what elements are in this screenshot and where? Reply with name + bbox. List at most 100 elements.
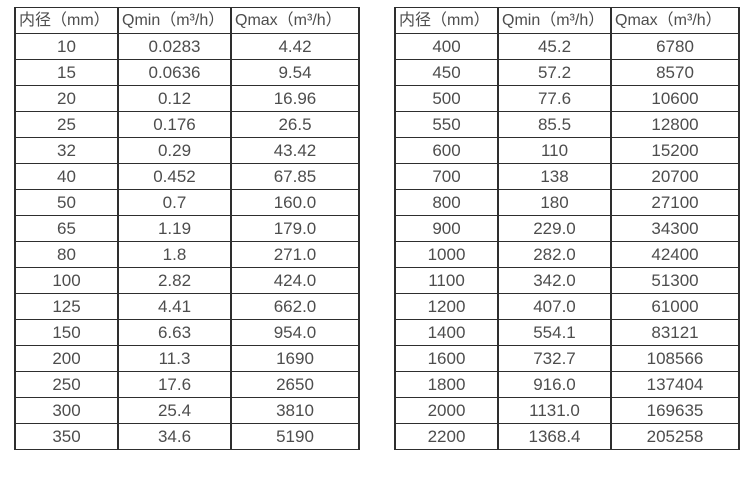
table-row: 700 138 20700 bbox=[394, 163, 740, 190]
table-row: 1600 732.7 108566 bbox=[394, 345, 740, 372]
table-row: 150 6.63 954.0 bbox=[14, 319, 360, 346]
cell-qmax: 20700 bbox=[610, 163, 740, 190]
table-row: 500 77.6 10600 bbox=[394, 85, 740, 112]
cell-qmax: 27100 bbox=[610, 189, 740, 216]
cell-qmin: 1131.0 bbox=[497, 397, 612, 424]
table-row: 800 180 27100 bbox=[394, 189, 740, 216]
cell-qmin: 57.2 bbox=[497, 59, 612, 86]
table-row: 32 0.29 43.42 bbox=[14, 137, 360, 164]
cell-qmin: 25.4 bbox=[117, 397, 232, 424]
table-row: 25 0.176 26.5 bbox=[14, 111, 360, 138]
table-row: 100 2.82 424.0 bbox=[14, 267, 360, 294]
cell-diameter: 15 bbox=[14, 59, 119, 86]
cell-diameter: 32 bbox=[14, 137, 119, 164]
cell-qmin: 6.63 bbox=[117, 319, 232, 346]
cell-diameter: 350 bbox=[14, 423, 119, 450]
cell-qmax: 51300 bbox=[610, 267, 740, 294]
cell-qmax: 1690 bbox=[230, 345, 360, 372]
header-row: 内径（mm） Qmin（m³/h） Qmax（m³/h） bbox=[14, 7, 360, 34]
cell-diameter: 1000 bbox=[394, 241, 499, 268]
table-row: 15 0.0636 9.54 bbox=[14, 59, 360, 86]
cell-qmax: 160.0 bbox=[230, 189, 360, 216]
cell-diameter: 125 bbox=[14, 293, 119, 320]
table-row: 1100 342.0 51300 bbox=[394, 267, 740, 294]
table-row: 2000 1131.0 169635 bbox=[394, 397, 740, 424]
cell-diameter: 1200 bbox=[394, 293, 499, 320]
header-row: 内径（mm） Qmin（m³/h） Qmax（m³/h） bbox=[394, 7, 740, 34]
table-row: 200 11.3 1690 bbox=[14, 345, 360, 372]
cell-diameter: 100 bbox=[14, 267, 119, 294]
cell-diameter: 1400 bbox=[394, 319, 499, 346]
cell-qmax: 169635 bbox=[610, 397, 740, 424]
cell-diameter: 500 bbox=[394, 85, 499, 112]
cell-diameter: 600 bbox=[394, 137, 499, 164]
cell-diameter: 550 bbox=[394, 111, 499, 138]
cell-qmin: 0.452 bbox=[117, 163, 232, 190]
cell-qmin: 732.7 bbox=[497, 345, 612, 372]
cell-diameter: 25 bbox=[14, 111, 119, 138]
cell-qmin: 0.29 bbox=[117, 137, 232, 164]
cell-qmax: 16.96 bbox=[230, 85, 360, 112]
table-row: 900 229.0 34300 bbox=[394, 215, 740, 242]
cell-qmax: 2650 bbox=[230, 371, 360, 398]
cell-diameter: 800 bbox=[394, 189, 499, 216]
cell-qmax: 954.0 bbox=[230, 319, 360, 346]
table-row: 40 0.452 67.85 bbox=[14, 163, 360, 190]
cell-diameter: 2200 bbox=[394, 423, 499, 450]
cell-diameter: 80 bbox=[14, 241, 119, 268]
cell-qmin: 0.12 bbox=[117, 85, 232, 112]
header-cell-diameter: 内径（mm） bbox=[394, 7, 499, 34]
cell-qmin: 0.0636 bbox=[117, 59, 232, 86]
table-row: 20 0.12 16.96 bbox=[14, 85, 360, 112]
cell-qmin: 2.82 bbox=[117, 267, 232, 294]
cell-qmin: 1.19 bbox=[117, 215, 232, 242]
cell-qmax: 26.5 bbox=[230, 111, 360, 138]
table-row: 350 34.6 5190 bbox=[14, 423, 360, 450]
header-cell-diameter: 内径（mm） bbox=[14, 7, 119, 34]
cell-qmax: 179.0 bbox=[230, 215, 360, 242]
cell-qmin: 407.0 bbox=[497, 293, 612, 320]
cell-qmax: 8570 bbox=[610, 59, 740, 86]
cell-qmin: 1368.4 bbox=[497, 423, 612, 450]
header-cell-qmax: Qmax（m³/h） bbox=[610, 7, 740, 34]
cell-qmax: 3810 bbox=[230, 397, 360, 424]
table-row: 80 1.8 271.0 bbox=[14, 241, 360, 268]
cell-diameter: 1100 bbox=[394, 267, 499, 294]
cell-qmin: 342.0 bbox=[497, 267, 612, 294]
cell-diameter: 20 bbox=[14, 85, 119, 112]
cell-qmin: 0.0283 bbox=[117, 33, 232, 60]
cell-qmax: 10600 bbox=[610, 85, 740, 112]
table-row: 250 17.6 2650 bbox=[14, 371, 360, 398]
cell-qmin: 554.1 bbox=[497, 319, 612, 346]
table-row: 450 57.2 8570 bbox=[394, 59, 740, 86]
cell-qmax: 137404 bbox=[610, 371, 740, 398]
cell-qmax: 15200 bbox=[610, 137, 740, 164]
table-row: 1200 407.0 61000 bbox=[394, 293, 740, 320]
cell-diameter: 300 bbox=[14, 397, 119, 424]
cell-qmax: 271.0 bbox=[230, 241, 360, 268]
header-cell-qmax: Qmax（m³/h） bbox=[230, 7, 360, 34]
table-row: 550 85.5 12800 bbox=[394, 111, 740, 138]
cell-diameter: 1600 bbox=[394, 345, 499, 372]
table-row: 2200 1368.4 205258 bbox=[394, 423, 740, 450]
cell-qmax: 42400 bbox=[610, 241, 740, 268]
cell-qmax: 83121 bbox=[610, 319, 740, 346]
cell-diameter: 700 bbox=[394, 163, 499, 190]
cell-diameter: 10 bbox=[14, 33, 119, 60]
cell-qmax: 12800 bbox=[610, 111, 740, 138]
cell-diameter: 200 bbox=[14, 345, 119, 372]
cell-qmin: 282.0 bbox=[497, 241, 612, 268]
cell-qmin: 0.7 bbox=[117, 189, 232, 216]
cell-qmin: 0.176 bbox=[117, 111, 232, 138]
cell-qmin: 45.2 bbox=[497, 33, 612, 60]
table-row: 1400 554.1 83121 bbox=[394, 319, 740, 346]
cell-diameter: 150 bbox=[14, 319, 119, 346]
header-cell-qmin: Qmin（m³/h） bbox=[497, 7, 612, 34]
cell-qmin: 180 bbox=[497, 189, 612, 216]
cell-qmax: 4.42 bbox=[230, 33, 360, 60]
spec-table-left: 内径（mm） Qmin（m³/h） Qmax（m³/h） 10 0.0283 4… bbox=[14, 7, 360, 450]
cell-diameter: 250 bbox=[14, 371, 119, 398]
table-row: 65 1.19 179.0 bbox=[14, 215, 360, 242]
cell-qmin: 916.0 bbox=[497, 371, 612, 398]
